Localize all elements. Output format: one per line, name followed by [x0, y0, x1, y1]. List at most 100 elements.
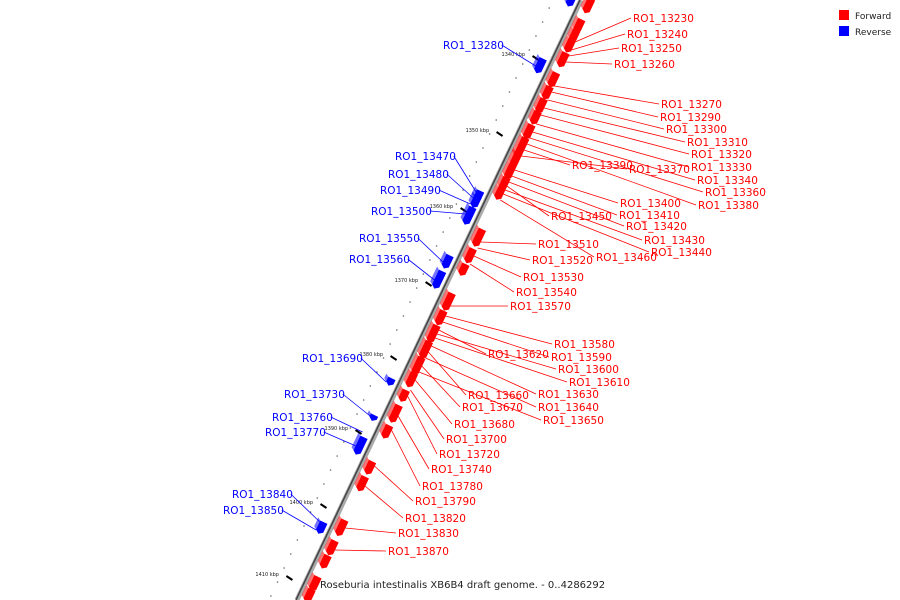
reverse-gene[interactable]: [458, 202, 477, 227]
forward-gene-label[interactable]: RO1_13290: [660, 112, 721, 124]
reverse-gene[interactable]: [428, 266, 447, 291]
forward-gene-label[interactable]: RO1_13700: [446, 434, 507, 446]
forward-gene-label[interactable]: RO1_13740: [431, 464, 492, 476]
forward-gene-label[interactable]: RO1_13400: [620, 198, 681, 210]
forward-gene-label[interactable]: RO1_13530: [523, 272, 584, 284]
forward-gene-label[interactable]: RO1_13790: [415, 496, 476, 508]
reverse-gene-label[interactable]: RO1_13470: [395, 151, 456, 163]
forward-gene-label[interactable]: RO1_13820: [405, 513, 466, 525]
forward-gene[interactable]: [331, 515, 349, 537]
forward-gene[interactable]: [407, 352, 426, 377]
forward-gene[interactable]: [490, 183, 506, 201]
forward-gene-label[interactable]: RO1_13720: [439, 449, 500, 461]
forward-gene[interactable]: [415, 336, 434, 361]
forward-gene-label[interactable]: RO1_13580: [554, 339, 615, 351]
forward-gene-label[interactable]: RO1_13830: [398, 528, 459, 540]
reverse-gene-label[interactable]: RO1_13840: [232, 489, 293, 501]
forward-gene-label[interactable]: RO1_13370: [629, 164, 690, 176]
forward-gene[interactable]: [578, 0, 596, 15]
forward-gene[interactable]: [494, 172, 511, 193]
reverse-gene[interactable]: [562, 0, 579, 8]
forward-gene-label[interactable]: RO1_13330: [691, 162, 752, 174]
forward-gene-label[interactable]: RO1_13610: [569, 377, 630, 389]
forward-gene-label[interactable]: RO1_13520: [532, 255, 593, 267]
reverse-gene[interactable]: [349, 432, 368, 457]
forward-gene[interactable]: [560, 34, 577, 55]
forward-gene-label[interactable]: RO1_13380: [698, 200, 759, 212]
forward-gene[interactable]: [360, 456, 377, 477]
forward-gene-label[interactable]: RO1_13250: [621, 43, 682, 55]
forward-gene-label[interactable]: RO1_13600: [558, 364, 619, 376]
forward-gene[interactable]: [569, 14, 586, 35]
reverse-gene-label[interactable]: RO1_13490: [380, 185, 441, 197]
reverse-gene-label[interactable]: RO1_13760: [272, 412, 333, 424]
forward-gene[interactable]: [401, 367, 419, 389]
forward-gene[interactable]: [352, 471, 370, 493]
forward-gene[interactable]: [394, 385, 410, 403]
forward-gene-label[interactable]: RO1_13360: [705, 187, 766, 199]
forward-gene-label[interactable]: RO1_13540: [516, 287, 577, 299]
forward-gene-label[interactable]: RO1_13680: [454, 419, 515, 431]
forward-gene-label[interactable]: RO1_13670: [462, 402, 523, 414]
reverse-gene[interactable]: [365, 410, 379, 422]
forward-gene[interactable]: [531, 93, 549, 115]
forward-gene[interactable]: [543, 67, 561, 89]
reverse-gene-label[interactable]: RO1_13850: [223, 505, 284, 517]
forward-gene-label[interactable]: RO1_13650: [543, 415, 604, 427]
forward-gene-label[interactable]: RO1_13420: [626, 221, 687, 233]
forward-gene[interactable]: [377, 420, 394, 441]
forward-gene[interactable]: [305, 571, 323, 593]
reverse-gene[interactable]: [382, 373, 396, 388]
forward-gene-label[interactable]: RO1_13590: [551, 352, 612, 364]
forward-gene-label[interactable]: RO1_13640: [538, 402, 599, 414]
forward-gene[interactable]: [500, 159, 518, 181]
forward-gene[interactable]: [468, 224, 487, 249]
forward-gene-label[interactable]: RO1_13870: [388, 546, 449, 558]
reverse-gene-label[interactable]: RO1_13730: [284, 389, 345, 401]
forward-gene[interactable]: [431, 305, 449, 327]
forward-gene[interactable]: [322, 535, 340, 557]
forward-gene[interactable]: [506, 147, 524, 169]
forward-gene-label[interactable]: RO1_13390: [572, 160, 633, 172]
forward-gene-label[interactable]: RO1_13460: [596, 252, 657, 264]
forward-gene-label[interactable]: RO1_13230: [633, 13, 694, 25]
forward-gene-label[interactable]: RO1_13260: [614, 59, 675, 71]
forward-gene[interactable]: [553, 47, 571, 69]
reverse-gene-label[interactable]: RO1_13770: [265, 427, 326, 439]
forward-gene-label[interactable]: RO1_13430: [644, 235, 705, 247]
forward-gene-label[interactable]: RO1_13300: [666, 124, 727, 136]
forward-gene-label[interactable]: RO1_13440: [651, 247, 712, 259]
forward-gene[interactable]: [538, 81, 555, 102]
forward-leader-line: [480, 241, 537, 245]
forward-gene-label[interactable]: RO1_13510: [538, 239, 599, 251]
forward-gene-label[interactable]: RO1_13410: [619, 210, 680, 222]
forward-gene-label[interactable]: RO1_13620: [488, 349, 549, 361]
reverse-gene[interactable]: [312, 517, 328, 535]
forward-gene[interactable]: [519, 119, 537, 141]
forward-gene-label[interactable]: RO1_13660: [468, 390, 529, 402]
forward-gene[interactable]: [385, 400, 404, 425]
forward-gene[interactable]: [460, 243, 478, 265]
forward-gene-label[interactable]: RO1_13310: [687, 137, 748, 149]
forward-gene-label[interactable]: RO1_13780: [422, 481, 483, 493]
forward-gene-label[interactable]: RO1_13570: [510, 301, 571, 313]
forward-gene[interactable]: [454, 259, 470, 277]
forward-gene-label[interactable]: RO1_13240: [627, 29, 688, 41]
forward-gene[interactable]: [316, 550, 333, 571]
forward-gene-label[interactable]: RO1_13270: [661, 99, 722, 111]
forward-gene-label[interactable]: RO1_13630: [538, 389, 599, 401]
forward-gene[interactable]: [422, 320, 441, 345]
reverse-gene-label[interactable]: RO1_13690: [302, 353, 363, 365]
reverse-gene-label[interactable]: RO1_13560: [349, 254, 410, 266]
forward-gene[interactable]: [299, 584, 316, 600]
forward-gene-label[interactable]: RO1_13340: [697, 175, 758, 187]
forward-gene-label[interactable]: RO1_13450: [551, 211, 612, 223]
reverse-gene-label[interactable]: RO1_13550: [359, 233, 420, 245]
reverse-gene-label[interactable]: RO1_13480: [388, 169, 449, 181]
forward-gene[interactable]: [526, 106, 543, 127]
forward-gene-label[interactable]: RO1_13320: [691, 149, 752, 161]
forward-gene[interactable]: [438, 288, 457, 313]
forward-gene[interactable]: [565, 25, 581, 43]
reverse-gene-label[interactable]: RO1_13500: [371, 206, 432, 218]
reverse-gene-label[interactable]: RO1_13280: [443, 40, 504, 52]
